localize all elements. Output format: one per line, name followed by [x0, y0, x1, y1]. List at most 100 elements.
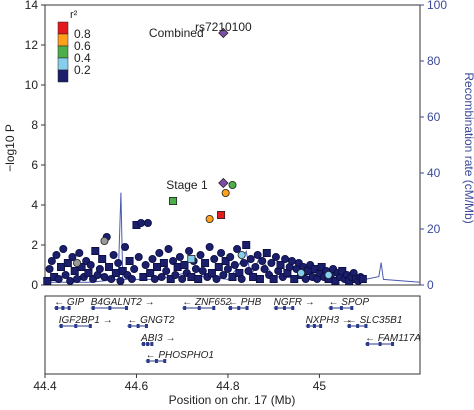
- data-point: [230, 260, 239, 269]
- y-tick-label: 14: [25, 0, 39, 12]
- legend-swatch: [57, 33, 69, 47]
- data-point: [121, 242, 130, 251]
- plot-frame: [44, 4, 421, 286]
- annotation-combined: Combined: [149, 26, 204, 40]
- gene-exon: [391, 342, 395, 346]
- highlight-point: [218, 177, 229, 189]
- gene-exon: [150, 342, 154, 346]
- data-point: [150, 274, 159, 283]
- data-point: [130, 264, 139, 273]
- data-point: [169, 256, 178, 265]
- gene-exon: [228, 306, 232, 310]
- y-tick-label: 6: [31, 158, 38, 172]
- gene-label: ← GNGT2: [127, 315, 175, 326]
- highlight-point: [324, 270, 333, 279]
- gene-label: ← PHOSPHO1: [146, 350, 214, 361]
- points-layer: [43, 218, 367, 285]
- data-point: [228, 272, 237, 281]
- data-point: [43, 276, 52, 285]
- data-point: [118, 266, 127, 275]
- highlight-point: [221, 188, 230, 197]
- data-point: [194, 274, 203, 283]
- highlight-point: [169, 196, 178, 205]
- data-point: [114, 258, 123, 267]
- data-point: [239, 258, 248, 267]
- x-tick-label: 44.8: [216, 379, 240, 393]
- gene-label: ← FAM117A: [365, 333, 421, 344]
- gene-exon: [339, 306, 343, 310]
- data-point: [196, 250, 205, 259]
- data-point: [153, 262, 162, 271]
- data-point: [338, 266, 347, 275]
- gene-exon: [356, 324, 360, 328]
- genes-layer: ← GIP B4GALNT2 → ← ZNF652← PHB NGFR → ← SPOP…: [54, 297, 421, 363]
- data-point: [157, 272, 166, 281]
- data-point: [267, 258, 276, 267]
- data-point: [269, 274, 278, 283]
- data-point: [134, 252, 143, 261]
- gene-exon: [312, 324, 316, 328]
- data-point: [59, 244, 68, 253]
- legend-swatch: [57, 69, 69, 83]
- data-point: [253, 250, 262, 259]
- y-tick-label: 10: [25, 78, 39, 92]
- gene-exon: [306, 324, 310, 328]
- legend-title: r²: [70, 9, 78, 21]
- data-point: [331, 276, 340, 285]
- y-tick-label: 12: [25, 38, 39, 52]
- gene-exon: [128, 324, 132, 328]
- gene-panel: ← GIP B4GALNT2 → ← ZNF652← PHB NGFR → ← SPOP…: [33, 295, 421, 407]
- data-point: [137, 218, 146, 227]
- data-point: [175, 252, 184, 261]
- gene-exon: [183, 306, 187, 310]
- y2-tick-label: 100: [427, 0, 447, 12]
- gene-label: ← PHB: [228, 297, 262, 308]
- y-tick-label: 4: [31, 198, 38, 212]
- y-tick-label: 2: [31, 238, 38, 252]
- gene-label: ← ZNF652: [182, 297, 231, 308]
- gene-exon: [319, 324, 323, 328]
- data-point: [127, 274, 136, 283]
- y-tick-label: 0: [31, 278, 38, 292]
- data-point: [61, 270, 70, 279]
- gene-exon: [366, 342, 370, 346]
- data-point: [251, 262, 260, 271]
- x-tick-label: 44.4: [33, 379, 57, 393]
- gene-exon: [55, 306, 59, 310]
- data-point: [173, 262, 182, 271]
- gene-exon: [74, 324, 78, 328]
- data-point: [237, 274, 246, 283]
- highlight-point: [187, 254, 196, 263]
- data-point: [301, 274, 310, 283]
- data-point: [219, 270, 228, 279]
- data-point: [166, 274, 175, 283]
- data-point: [262, 248, 271, 257]
- data-point: [155, 248, 164, 257]
- data-point: [84, 268, 93, 277]
- data-point: [107, 274, 116, 283]
- data-point: [178, 274, 187, 283]
- data-point: [141, 260, 150, 269]
- data-point: [70, 266, 79, 275]
- data-point: [139, 272, 148, 281]
- gene-exon: [146, 359, 150, 363]
- gene-exon: [154, 359, 158, 363]
- gene-exon: [91, 306, 95, 310]
- gene-exon: [144, 324, 148, 328]
- x-tick-label: 45: [313, 379, 327, 393]
- gene-exon: [88, 324, 92, 328]
- data-point: [77, 262, 86, 271]
- gene-label: NGFR →: [274, 297, 315, 308]
- gene-exon: [142, 342, 146, 346]
- x-axis-label: Position on chr. 17 (Mb): [169, 393, 296, 407]
- gene-exon: [350, 306, 354, 310]
- data-point: [246, 254, 255, 263]
- annotation-stage1: Stage 1: [166, 178, 208, 192]
- data-point: [290, 274, 299, 283]
- gene-exon: [146, 342, 150, 346]
- legend-label: 0.2: [74, 63, 91, 77]
- gene-exon: [59, 324, 63, 328]
- gene-exon: [282, 306, 286, 310]
- data-point: [171, 270, 180, 279]
